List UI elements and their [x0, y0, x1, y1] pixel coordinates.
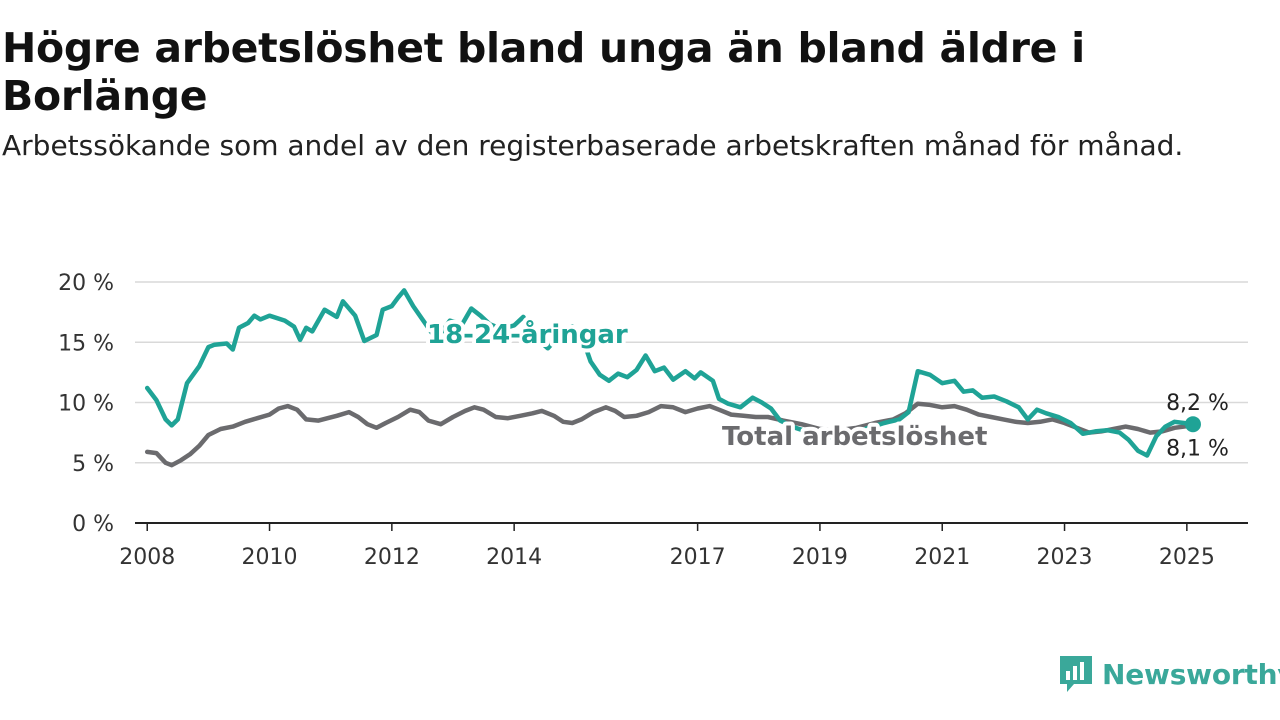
series-labels: 8,2 %8,1 %18-24-åringar18-24-åringarTota…: [423, 314, 1229, 461]
x-axis-ticks: 2008 2010 2012 2014 2017 2019 2021 2023 2025: [119, 523, 1215, 570]
end-label-total: 8,1 %: [1166, 436, 1229, 461]
y-tick-label: 5 %: [72, 452, 114, 477]
series-lines: [144, 288, 1201, 468]
line-chart: 0 %5 %10 %15 %20 % 2008 2010 2012 2014 2017 2…: [58, 271, 1248, 570]
series-line-total: [144, 401, 1196, 468]
y-tick-label: 10 %: [58, 392, 114, 417]
series-label-youth: 18-24-åringar: [427, 318, 628, 350]
x-tick-label: 2023: [1037, 545, 1093, 570]
y-axis-ticks: 0 % 5 % 10 % 15 % 20 %: [58, 271, 114, 537]
x-tick-label: 2008: [119, 545, 175, 570]
x-tick-label: 2012: [364, 545, 420, 570]
x-tick-label: 2021: [914, 545, 970, 570]
x-tick-label: 2014: [486, 545, 542, 570]
x-tick-label: 2025: [1159, 545, 1215, 570]
grid-lines: [135, 281, 1248, 524]
y-tick-label: 20 %: [58, 271, 114, 296]
x-tick-label: 2019: [792, 545, 848, 570]
series-label-youth-halo: 18-24-åringar: [427, 318, 628, 350]
x-tick-label: 2010: [242, 545, 298, 570]
y-tick-label: 0 %: [72, 512, 114, 537]
newsworthy-logo-icon: [1060, 656, 1092, 692]
newsworthy-logo: Newsworthy: [1058, 654, 1280, 694]
x-tick-label: 2017: [670, 545, 726, 570]
series-label-total-halo: Total arbetslöshet: [722, 422, 987, 452]
series-line-youth: [144, 288, 1196, 458]
logo-text: Newsworthy: [1102, 657, 1280, 691]
chart-subtitle: Arbetssökande som andel av den registerb…: [2, 129, 1184, 162]
chart-title: Högre arbetslöshet bland unga än bland ä…: [2, 24, 1085, 120]
end-label-youth: 8,2 %: [1166, 391, 1229, 416]
end-marker-youth: [1184, 416, 1201, 433]
y-tick-label: 15 %: [58, 331, 114, 356]
series-label-total: Total arbetslöshet: [722, 422, 987, 452]
